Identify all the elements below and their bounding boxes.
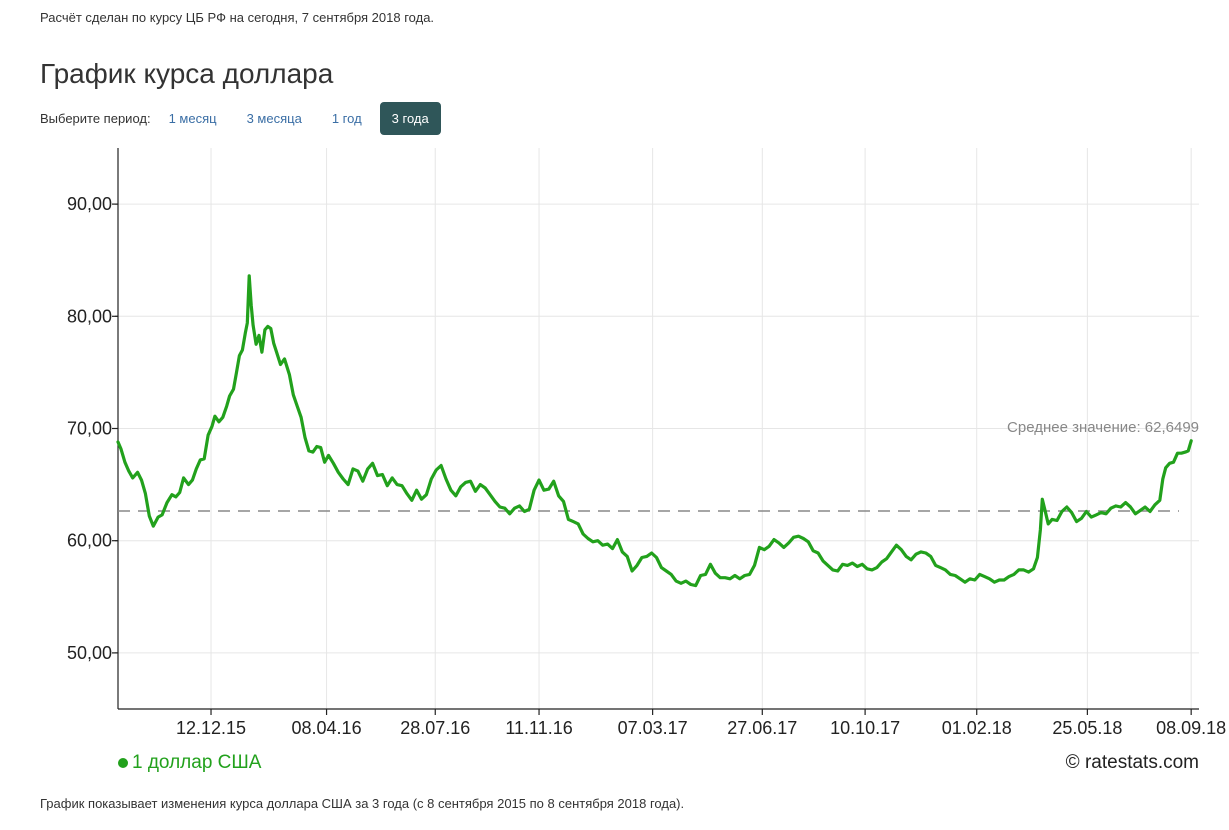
tick-labels: 50,00 60,00 70,00 80,00 90,00 12.12.15 08.04.1… [67,194,1226,738]
x-tick-label: 12.12.15 [176,718,246,738]
y-tick-label: 70,00 [67,419,112,439]
x-tick-label: 08.09.18 [1156,718,1226,738]
average-line-group: Среднее значение: 62,6499 [118,419,1199,512]
x-tick-label: 28.07.16 [400,718,470,738]
period-button-1-month[interactable]: 1 месяц [157,102,229,135]
legend-marker-icon [118,758,128,768]
y-tick-label: 50,00 [67,643,112,663]
chart-legend[interactable]: 1 доллар США [118,752,261,774]
y-tick-label: 90,00 [67,194,112,214]
y-tick-label: 60,00 [67,531,112,551]
x-tick-label: 01.02.18 [942,718,1012,738]
y-tick-label: 80,00 [67,306,112,326]
x-tick-label: 07.03.17 [618,718,688,738]
legend-series-label: 1 доллар США [132,752,262,773]
chart-axes [112,148,1199,715]
period-selector-label: Выберите период: [40,110,151,126]
period-button-3-years[interactable]: 3 года [379,101,441,135]
period-button-1-year[interactable]: 1 год [320,102,374,135]
series-line-usd [116,274,1193,588]
chart-description-note: График показывает изменения курса доллар… [40,796,685,811]
x-tick-label: 08.04.16 [292,718,362,738]
average-value-label: Среднее значение: 62,6499 [1007,419,1199,436]
period-selector: Выберите период: 1 месяц 3 месяца 1 год … [40,101,447,135]
x-tick-label: 11.11.16 [505,718,572,738]
period-button-3-months[interactable]: 3 месяца [235,102,314,135]
chart-grid [118,148,1199,709]
rate-source-note: Расчёт сделан по курсу ЦБ РФ на сегодня,… [40,10,435,25]
x-tick-label: 25.05.18 [1052,718,1122,738]
series-group [116,274,1193,588]
x-tick-label: 10.10.17 [830,718,900,738]
source-credit: © ratestats.com [1065,752,1199,773]
page-title: График курса доллара [40,58,334,89]
x-tick-label: 27.06.17 [727,718,797,738]
